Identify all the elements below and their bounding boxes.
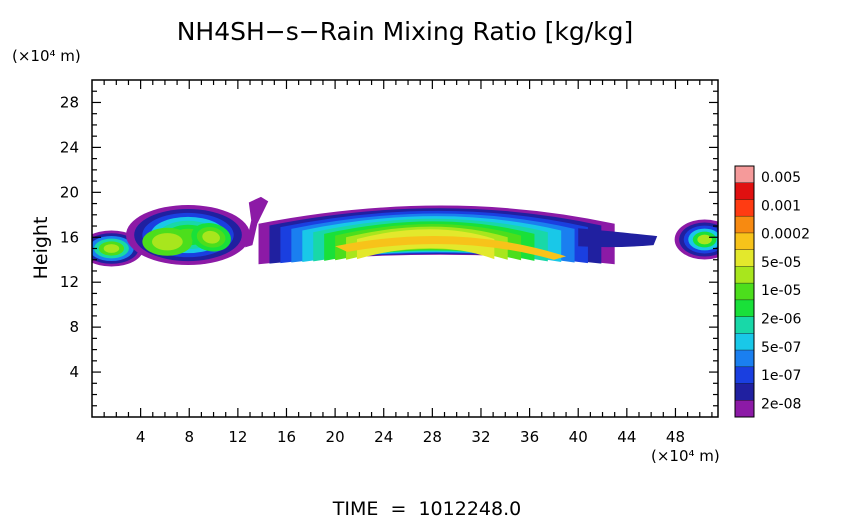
heatmap-field [92, 196, 718, 267]
x-tick-label: 48 [666, 428, 685, 446]
colorbar-label: 0.0002 [761, 227, 810, 243]
colorbar-swatch [735, 333, 754, 351]
colorbar-label: 2e-06 [761, 312, 801, 328]
colorbar-swatch [735, 199, 754, 217]
y-tick-label: 4 [69, 363, 79, 381]
colorbar-label: 0.001 [761, 198, 801, 214]
central-arc [258, 205, 615, 265]
y-tick-label: 28 [60, 93, 79, 111]
y-tick-label: 20 [60, 183, 79, 201]
x-unit-label: (×10⁴ m) [651, 447, 720, 465]
chart-title: NH4SH−s−Rain Mixing Ratio [kg/kg] [177, 17, 634, 46]
colorbar-swatch [735, 216, 754, 233]
colorbar-swatch [735, 350, 754, 367]
y-tick-label: 16 [60, 228, 79, 246]
colorbar-label: 5e-07 [761, 340, 801, 356]
colorbar-frame [734, 165, 755, 418]
colorbar-swatch [735, 316, 754, 334]
heat-contour [245, 196, 269, 248]
heat-blob [142, 227, 193, 256]
x-tick-label: 40 [569, 428, 588, 446]
colorbar-label: 1e-05 [761, 283, 801, 299]
colorbar-swatch [735, 283, 754, 300]
x-tick-label: 28 [423, 428, 442, 446]
x-tick-label: 44 [617, 428, 636, 446]
y-axis-label: Height [30, 217, 52, 280]
colorbar-swatch [735, 249, 754, 267]
colorbar-label: 1e-07 [761, 368, 801, 384]
y-tick-label: 24 [60, 138, 79, 156]
x-tick-label: 36 [520, 428, 539, 446]
heat-blob [92, 230, 144, 267]
heat-blob [674, 219, 718, 260]
heat-contour [103, 244, 120, 253]
colorbar-swatch [735, 366, 754, 384]
colorbar-label: 2e-08 [761, 396, 801, 412]
heat-contour [151, 233, 183, 251]
colorbar-swatch [735, 232, 754, 250]
colorbar-swatch [735, 383, 754, 401]
colorbar-swatch [735, 299, 754, 317]
heat-contour [697, 234, 712, 245]
heat-contour [335, 235, 567, 260]
heat-contour [578, 228, 658, 248]
colorbar-label: 0.005 [761, 170, 801, 186]
colorbar-swatch [735, 400, 754, 417]
colorbar-swatch [735, 266, 754, 284]
heat-contour [202, 230, 220, 244]
x-tick-label: 12 [228, 428, 247, 446]
x-tick-label: 4 [136, 428, 146, 446]
x-tick-label: 32 [471, 428, 490, 446]
heat-blob [191, 223, 231, 252]
colorbar-swatch [735, 166, 754, 183]
time-footer: TIME = 1012248.0 [332, 498, 521, 519]
colorbar-label: 5e-05 [761, 255, 801, 271]
colorbar-swatch [735, 182, 754, 200]
y-unit-label: (×10⁴ m) [12, 47, 81, 65]
y-tick-label: 12 [60, 273, 79, 291]
x-tick-label: 8 [184, 428, 194, 446]
x-tick-label: 20 [326, 428, 345, 446]
x-tick-label: 16 [277, 428, 296, 446]
colorbar: 0.005 0.001 0.0002 5e-05 1e-05 2e-06 5e-07 1e-0… [734, 165, 810, 418]
y-tick-label: 8 [69, 318, 79, 336]
x-tick-label: 24 [374, 428, 393, 446]
